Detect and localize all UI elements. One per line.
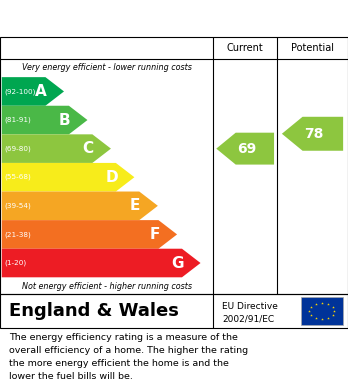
Text: 69: 69 [237,142,256,156]
Text: G: G [172,255,184,271]
Text: (21-38): (21-38) [5,231,31,238]
Text: 2002/91/EC: 2002/91/EC [222,314,274,323]
Text: The energy efficiency rating is a measure of the
overall efficiency of a home. T: The energy efficiency rating is a measur… [9,334,248,381]
Text: E: E [130,198,140,213]
Text: A: A [35,84,47,99]
Text: 78: 78 [304,127,324,141]
Text: (92-100): (92-100) [5,88,36,95]
Polygon shape [2,249,200,277]
Bar [301,298,343,325]
Text: Not energy efficient - higher running costs: Not energy efficient - higher running co… [22,282,192,291]
Polygon shape [2,77,64,106]
Text: (55-68): (55-68) [5,174,31,181]
Text: Current: Current [227,43,263,53]
Text: Energy Efficiency Rating: Energy Efficiency Rating [9,12,230,27]
Text: F: F [149,227,159,242]
Text: England & Wales: England & Wales [9,302,179,320]
Polygon shape [2,163,134,192]
Text: Very energy efficient - lower running costs: Very energy efficient - lower running co… [22,63,192,72]
Text: (81-91): (81-91) [5,117,31,123]
Polygon shape [2,106,87,135]
Text: D: D [105,170,118,185]
Polygon shape [216,133,274,165]
Polygon shape [2,220,177,249]
Polygon shape [282,117,343,151]
Text: Potential: Potential [291,43,334,53]
Text: C: C [82,141,94,156]
Text: EU Directive: EU Directive [222,301,278,310]
Polygon shape [2,135,111,163]
Text: (39-54): (39-54) [5,203,31,209]
Text: (69-80): (69-80) [5,145,31,152]
Polygon shape [2,192,158,220]
Text: B: B [59,113,71,127]
Text: (1-20): (1-20) [5,260,27,266]
